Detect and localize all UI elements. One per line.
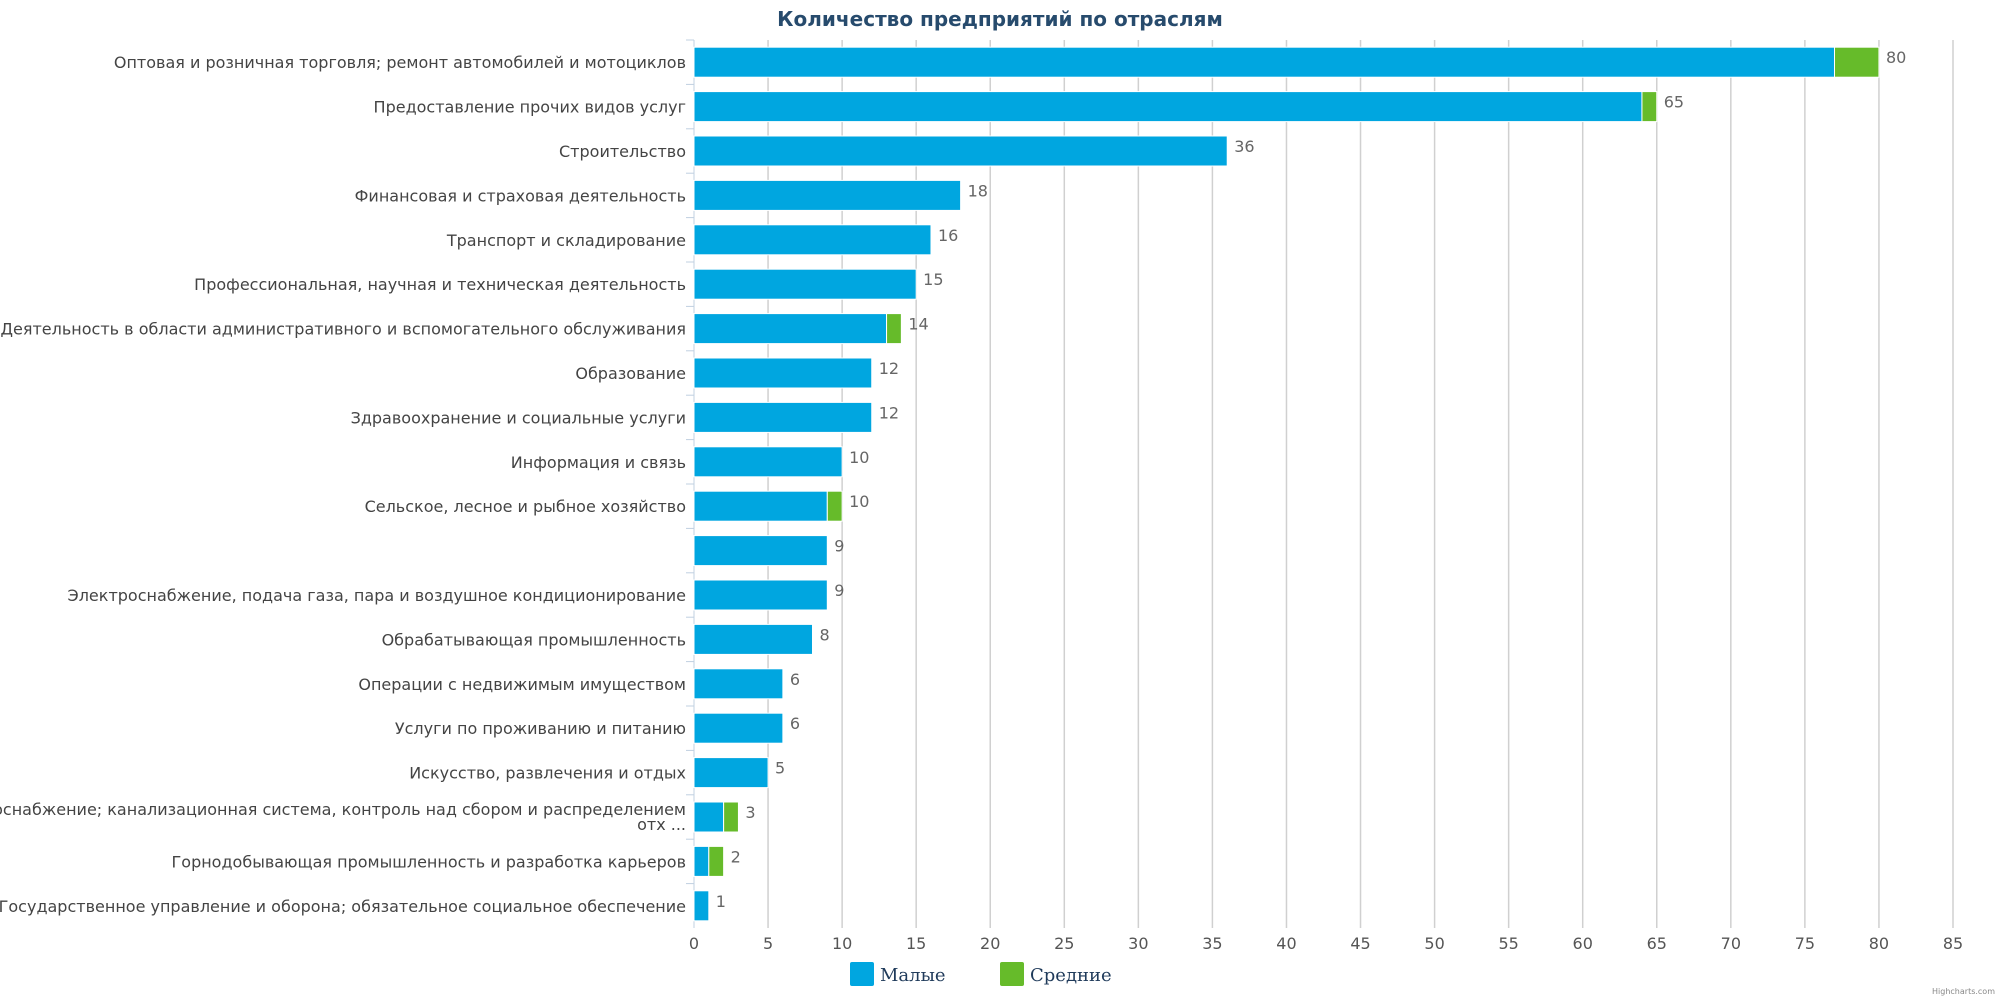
bar-medium[interactable] bbox=[708, 845, 725, 877]
x-tick-label: 30 bbox=[1128, 934, 1148, 953]
bar-medium[interactable] bbox=[723, 801, 739, 833]
category-label: Государственное управление и оборона; об… bbox=[0, 897, 686, 916]
data-label: 6 bbox=[790, 670, 800, 689]
category-label: Горнодобывающая промышленность и разрабо… bbox=[172, 852, 686, 871]
category-label: Услуги по проживанию и питанию bbox=[395, 719, 686, 738]
bar-medium[interactable] bbox=[1834, 46, 1880, 78]
category-labels: Оптовая и розничная торговля; ремонт авт… bbox=[0, 53, 687, 916]
x-tick-label: 70 bbox=[1721, 934, 1741, 953]
data-label: 5 bbox=[775, 759, 785, 778]
category-label: Предоставление прочих видов услуг bbox=[374, 98, 686, 117]
category-label: Профессиональная, научная и техническая … bbox=[194, 275, 686, 294]
x-tick-label: 5 bbox=[763, 934, 773, 953]
data-label: 14 bbox=[908, 315, 928, 334]
x-tick-label: 25 bbox=[1054, 934, 1074, 953]
category-label: Электроснабжение, подача газа, пара и во… bbox=[68, 586, 686, 605]
grid bbox=[686, 39, 1954, 928]
x-tick-label: 80 bbox=[1869, 934, 1889, 953]
category-label: Сельское, лесное и рыбное хозяйство bbox=[365, 497, 686, 516]
bar-small[interactable] bbox=[693, 712, 784, 744]
x-axis: 0 5 10 15 20 25 30 35 40 45 50 55 60 65 70 75 80 85 bbox=[689, 934, 1963, 953]
x-tick-label: 55 bbox=[1498, 934, 1518, 953]
data-label: 18 bbox=[968, 181, 988, 200]
bar-small[interactable] bbox=[693, 91, 1643, 123]
legend: Малые Средние bbox=[850, 962, 1112, 986]
data-label: 8 bbox=[819, 625, 829, 644]
bar-small[interactable] bbox=[693, 313, 888, 345]
data-label: 1 bbox=[716, 892, 726, 911]
bar-small[interactable] bbox=[693, 623, 813, 655]
data-label: 65 bbox=[1664, 93, 1684, 112]
bar-small[interactable] bbox=[693, 446, 843, 478]
data-label: 10 bbox=[849, 448, 869, 467]
legend-label: Средние bbox=[1030, 965, 1112, 986]
category-label: Финансовая и страховая деятельность bbox=[355, 186, 686, 205]
category-label: Оптовая и розничная торговля; ремонт авт… bbox=[114, 53, 686, 72]
legend-swatch bbox=[850, 962, 874, 986]
x-tick-label: 20 bbox=[980, 934, 1000, 953]
bar-medium[interactable] bbox=[826, 490, 843, 522]
x-tick-label: 15 bbox=[906, 934, 926, 953]
bar-small[interactable] bbox=[693, 579, 828, 611]
bar-small[interactable] bbox=[693, 179, 962, 211]
data-label: 2 bbox=[731, 847, 741, 866]
x-tick-label: 75 bbox=[1795, 934, 1815, 953]
bar-small[interactable] bbox=[693, 801, 725, 833]
data-label: 36 bbox=[1234, 137, 1254, 156]
bar-small[interactable] bbox=[693, 668, 784, 700]
data-label: 15 bbox=[923, 270, 943, 289]
category-label: Строительство bbox=[559, 142, 686, 161]
category-label: Здравоохранение и социальные услуги bbox=[351, 408, 686, 427]
credit: Highcharts.com bbox=[1932, 987, 1995, 996]
x-tick-label: 35 bbox=[1202, 934, 1222, 953]
bar-small[interactable] bbox=[693, 757, 769, 789]
bar-small[interactable] bbox=[693, 268, 917, 300]
chart-title: Количество предприятий по отраслям bbox=[777, 7, 1223, 31]
category-label: Операции с недвижимым имуществом bbox=[358, 675, 686, 694]
bar-medium[interactable] bbox=[886, 313, 902, 345]
x-tick-label: 60 bbox=[1573, 934, 1593, 953]
data-label: 12 bbox=[879, 403, 899, 422]
data-label: 6 bbox=[790, 714, 800, 733]
x-tick-label: 65 bbox=[1647, 934, 1667, 953]
bar-small[interactable] bbox=[693, 46, 1836, 78]
bar-small[interactable] bbox=[693, 890, 710, 922]
legend-label: Малые bbox=[880, 965, 946, 986]
data-label: 9 bbox=[834, 581, 844, 600]
bar-small[interactable] bbox=[693, 401, 873, 433]
bar-small[interactable] bbox=[693, 845, 710, 877]
data-label: 9 bbox=[834, 537, 844, 556]
category-label: Деятельность в области административного… bbox=[1, 320, 687, 339]
bar-small[interactable] bbox=[693, 535, 828, 567]
bar-small[interactable] bbox=[693, 224, 932, 256]
category-label: Водоснабжение; канализационная система, … bbox=[0, 800, 686, 834]
data-label: 10 bbox=[849, 492, 869, 511]
category-label: Искусство, развлечения и отдых bbox=[409, 764, 686, 783]
bar-small[interactable] bbox=[693, 135, 1228, 167]
x-tick-label: 85 bbox=[1943, 934, 1963, 953]
legend-item-small[interactable]: Малые bbox=[850, 962, 946, 986]
category-label: Образование bbox=[575, 364, 686, 383]
bar-small[interactable] bbox=[693, 357, 873, 389]
legend-swatch bbox=[1000, 962, 1024, 986]
x-tick-label: 50 bbox=[1424, 934, 1444, 953]
category-label: Транспорт и складирование bbox=[446, 231, 686, 250]
data-label: 3 bbox=[745, 803, 755, 822]
data-label: 80 bbox=[1886, 48, 1906, 67]
data-label: 12 bbox=[879, 359, 899, 378]
legend-item-medium[interactable]: Средние bbox=[1000, 962, 1112, 986]
bar-small[interactable] bbox=[693, 490, 828, 522]
category-label: Обрабатывающая промышленность bbox=[382, 630, 686, 649]
x-tick-label: 10 bbox=[832, 934, 852, 953]
x-tick-label: 40 bbox=[1276, 934, 1296, 953]
x-tick-label: 0 bbox=[689, 934, 699, 953]
data-label: 16 bbox=[938, 226, 958, 245]
bar-medium[interactable] bbox=[1641, 91, 1658, 123]
category-label: Информация и связь bbox=[511, 453, 686, 472]
x-tick-label: 45 bbox=[1350, 934, 1370, 953]
